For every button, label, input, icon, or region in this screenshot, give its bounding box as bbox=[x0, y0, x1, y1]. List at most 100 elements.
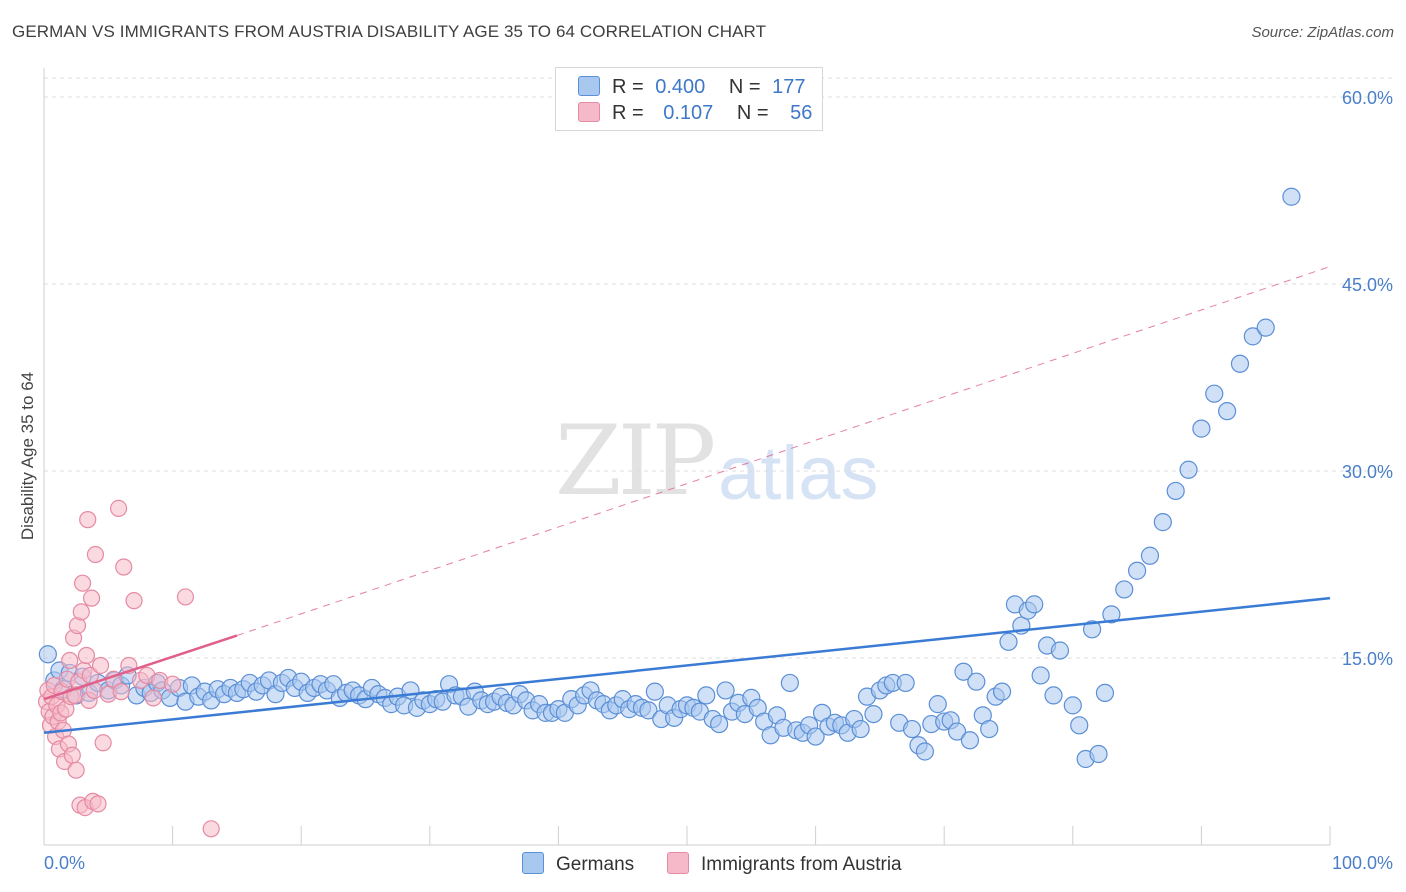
germans-point bbox=[1063, 696, 1082, 715]
germans-point bbox=[1102, 605, 1121, 624]
germans-point bbox=[1050, 641, 1070, 660]
germans-point bbox=[902, 719, 922, 739]
tick-labels: 15.0% 30.0% 45.0% 60.0% 0.0% 100.0% bbox=[44, 88, 1393, 873]
germans-point bbox=[954, 662, 973, 681]
germans-point bbox=[960, 731, 980, 750]
germans-point bbox=[999, 632, 1018, 651]
germans-point bbox=[1205, 384, 1224, 403]
legend-swatch-germans bbox=[578, 76, 600, 96]
legend-n-label: N = bbox=[728, 76, 761, 98]
austria-point bbox=[72, 603, 90, 621]
austria-point bbox=[82, 589, 101, 607]
legend-n-label: N = bbox=[736, 102, 769, 124]
germans-trend-line bbox=[43, 596, 1331, 735]
legend-swatch-austria bbox=[578, 102, 600, 122]
austria-point bbox=[94, 734, 112, 752]
watermark-zip: ZIP bbox=[555, 405, 716, 517]
y-tick-label: 60.0% bbox=[1342, 88, 1393, 108]
bottom-legend-austria: Immigrants from Austria bbox=[667, 852, 902, 876]
legend-r-label: R = bbox=[612, 102, 644, 124]
y-tick-label: 15.0% bbox=[1342, 649, 1393, 669]
germans-point bbox=[864, 704, 883, 724]
germans-point bbox=[1230, 354, 1250, 373]
legend-n-value: 56 bbox=[790, 102, 813, 124]
germans-point bbox=[1031, 666, 1050, 685]
germans-point bbox=[806, 727, 825, 746]
y-axis-label: Disability Age 35 to 64 bbox=[18, 372, 37, 540]
germans-point bbox=[697, 686, 716, 705]
bottom-legend-austria-label: Immigrants from Austria bbox=[701, 854, 902, 875]
austria-point bbox=[109, 499, 128, 517]
austria-point bbox=[112, 683, 130, 701]
germans-point bbox=[1127, 561, 1147, 580]
austria-trend-line-extension bbox=[236, 266, 1331, 637]
germans-point bbox=[1282, 187, 1301, 206]
legend-r-label: R = bbox=[612, 76, 644, 98]
germans-point bbox=[710, 714, 729, 734]
austria-point bbox=[89, 795, 107, 813]
legend-r-value: 0.107 bbox=[663, 102, 714, 124]
legend: R = 0.400 N = 177 R = 0.107 N = 56 bbox=[555, 67, 823, 131]
germans-point bbox=[1192, 419, 1211, 438]
germans-point bbox=[915, 742, 935, 761]
watermark-atlas: atlas bbox=[718, 431, 879, 516]
austria-point bbox=[61, 651, 79, 670]
austria-point bbox=[144, 689, 162, 707]
austria-point bbox=[86, 545, 105, 564]
austria-point bbox=[91, 656, 110, 675]
y-tick-label: 45.0% bbox=[1342, 275, 1393, 295]
austria-point bbox=[115, 558, 133, 576]
germans-point bbox=[645, 682, 664, 701]
austria-point bbox=[73, 574, 92, 592]
germans-point bbox=[1140, 546, 1160, 565]
grid-lines bbox=[44, 77, 1395, 659]
bottom-swatch-germans bbox=[522, 852, 544, 874]
x-tick-label-max: 100.0% bbox=[1332, 853, 1393, 873]
germans-point bbox=[1070, 716, 1089, 735]
austria-point bbox=[77, 646, 96, 665]
source-label: Source: ZipAtlas.com bbox=[1251, 24, 1394, 41]
legend-row-austria: R = 0.107 N = 56 bbox=[578, 102, 812, 126]
germans-point bbox=[1166, 481, 1185, 501]
austria-point bbox=[164, 675, 182, 693]
bottom-legend-germans: Germans bbox=[522, 852, 634, 876]
germans-point bbox=[928, 695, 947, 714]
germans-point bbox=[1218, 402, 1237, 421]
legend-n-value: 177 bbox=[772, 76, 806, 98]
y-tick-label: 30.0% bbox=[1342, 462, 1393, 482]
austria-point bbox=[125, 592, 143, 610]
bottom-legend-germans-label: Germans bbox=[556, 854, 635, 875]
germans-point bbox=[1095, 683, 1115, 703]
austria-point bbox=[79, 511, 97, 529]
austria-trend-line bbox=[43, 634, 238, 701]
austria-point bbox=[176, 588, 195, 606]
bottom-swatch-austria bbox=[667, 852, 689, 874]
chart-title: GERMAN VS IMMIGRANTS FROM AUSTRIA DISABI… bbox=[12, 22, 767, 41]
legend-row-germans: R = 0.400 N = 177 bbox=[578, 76, 806, 100]
austria-point bbox=[63, 746, 81, 764]
austria-point bbox=[202, 820, 220, 838]
germans-point bbox=[896, 673, 915, 693]
germans-point bbox=[992, 682, 1012, 701]
germans-point bbox=[716, 681, 735, 700]
germans-point bbox=[639, 701, 658, 720]
germans-point bbox=[1115, 580, 1134, 599]
germans-point bbox=[1089, 744, 1108, 764]
germans-point bbox=[1153, 513, 1172, 532]
germans-point bbox=[947, 722, 967, 741]
germans-points bbox=[38, 187, 1301, 769]
x-tick-label-min: 0.0% bbox=[44, 853, 85, 873]
austria-point bbox=[67, 761, 85, 779]
germans-point bbox=[1082, 620, 1102, 639]
germans-point bbox=[851, 719, 870, 739]
germans-point bbox=[780, 673, 799, 693]
germans-point bbox=[38, 645, 57, 664]
trend-lines bbox=[43, 266, 1331, 735]
germans-point bbox=[1256, 318, 1275, 337]
germans-point bbox=[967, 672, 986, 691]
germans-point bbox=[1025, 595, 1044, 614]
legend-r-value: 0.400 bbox=[655, 76, 706, 98]
germans-point bbox=[1243, 327, 1262, 346]
germans-point bbox=[1179, 460, 1198, 479]
